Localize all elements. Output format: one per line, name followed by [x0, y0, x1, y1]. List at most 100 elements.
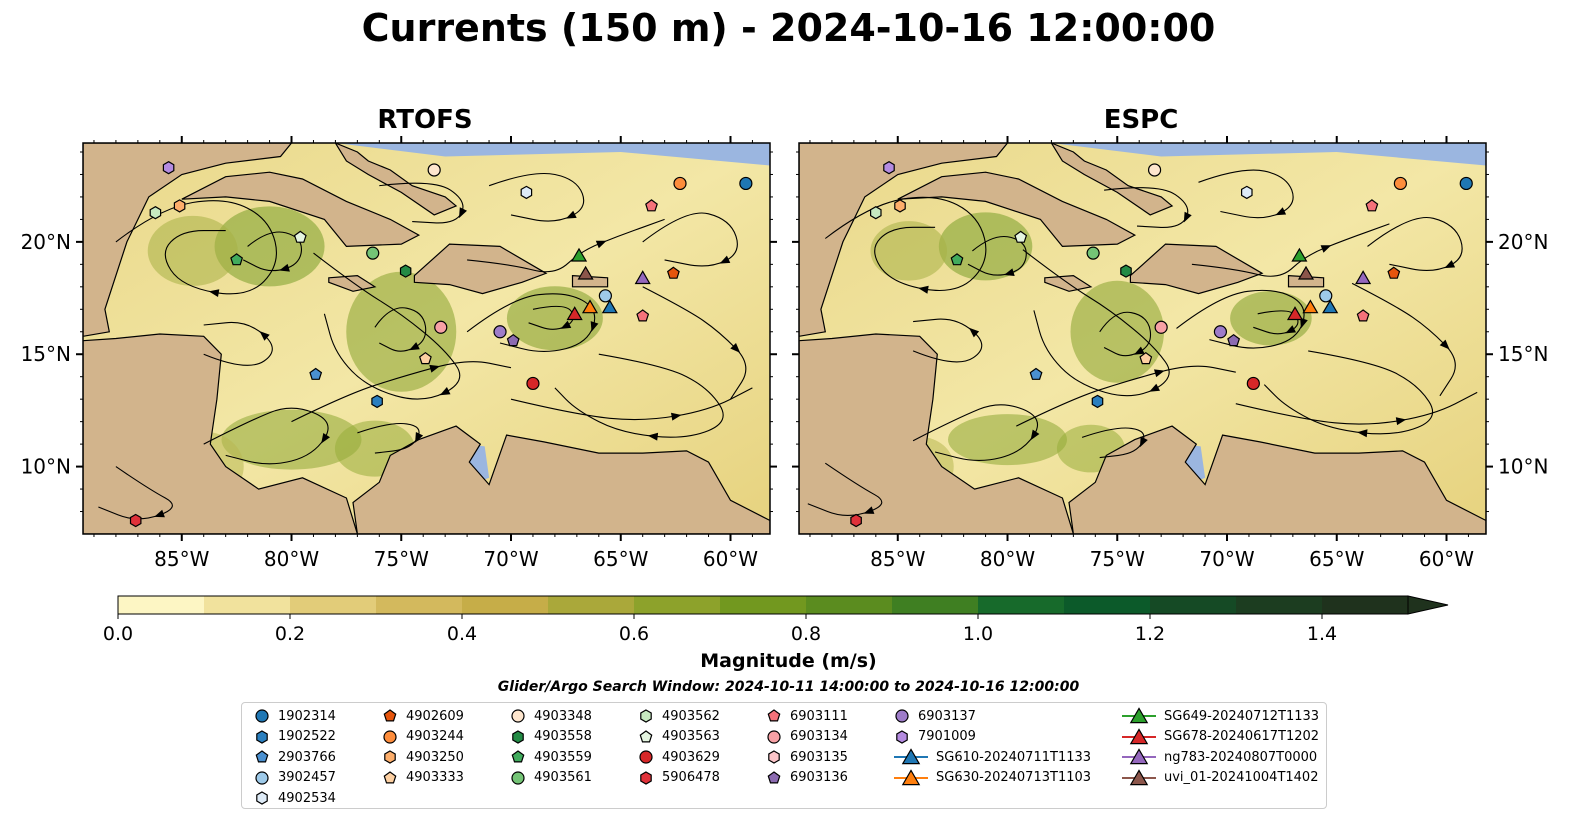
- legend-entry: 6903134: [766, 728, 848, 746]
- legend-label: 6903111: [790, 708, 848, 724]
- lon-tick-label: 80°W: [980, 547, 1035, 571]
- lat-tick-label: 10°N: [21, 455, 71, 479]
- streamline: [1081, 427, 1145, 459]
- legend-marker-shape: [901, 768, 921, 785]
- streamline: [1367, 216, 1463, 271]
- colorbar-segment: [204, 596, 291, 614]
- platform-marker-4903244: [673, 176, 687, 191]
- lon-tick-label: 65°W: [593, 547, 648, 571]
- platform-marker-6903135: [883, 161, 895, 175]
- figure-title: Currents (150 m) - 2024-10-16 12:00:00: [361, 6, 1216, 50]
- land-mass: [334, 143, 458, 216]
- streamline: [967, 236, 1027, 276]
- colorbar-extend-arrow: [1407, 595, 1449, 615]
- streamline: [203, 407, 329, 465]
- platform-marker-4903561: [366, 246, 380, 260]
- legend-marker: [1122, 727, 1156, 744]
- legend-marker: [768, 750, 780, 764]
- legend-label: 6903134: [790, 729, 848, 744]
- streamline: [1198, 169, 1294, 219]
- legend-entry: 4903629: [638, 748, 720, 766]
- legend-entry: 1902522: [254, 728, 336, 746]
- land-mass: [1068, 425, 1486, 534]
- platform-marker-4903561: [1086, 246, 1100, 260]
- legend-entry: SG649-20240712T1133: [1122, 707, 1319, 725]
- colorbar-label: Magnitude (m/s): [700, 650, 877, 672]
- colorbar-segment: [1322, 596, 1409, 614]
- lon-tick-label: 60°W: [703, 547, 758, 571]
- high-velocity-region: [221, 409, 362, 470]
- legend-marker: [767, 729, 781, 744]
- streamline: [1176, 289, 1305, 349]
- legend-marker-shape: [767, 729, 781, 744]
- legend-entry: 4903562: [638, 707, 720, 725]
- legend-label: 3902457: [278, 770, 336, 785]
- legend-label: 6903136: [790, 770, 848, 785]
- legend-marker: [767, 709, 781, 722]
- legend-label: 4902609: [406, 708, 464, 724]
- lon-tick-label: 85°W: [154, 547, 209, 571]
- colorbar-segment: [462, 596, 549, 614]
- legend-marker-shape: [768, 750, 780, 764]
- streamline-arrow: [409, 342, 420, 351]
- streamline-arrow: [1154, 369, 1165, 378]
- legend-label: SG610-20240711T1133: [936, 749, 1092, 765]
- lat-tick-label: 20°N: [1498, 230, 1548, 254]
- streamline-arrow: [565, 210, 577, 219]
- platform-marker-3902457: [1319, 289, 1333, 303]
- colorbar-tick-label: 0.0: [103, 623, 133, 645]
- lat-tick-label: 15°N: [21, 342, 71, 366]
- streamline-arrow: [429, 364, 440, 373]
- lon-tick-label: 80°W: [264, 547, 319, 571]
- legend-label: 4903244: [406, 729, 464, 744]
- legend-marker-shape: [256, 729, 268, 744]
- colorbar-segment: [720, 596, 807, 614]
- legend-entry: 4902534: [254, 789, 336, 807]
- streamline: [203, 321, 273, 366]
- colorbar-segment: [978, 596, 1065, 614]
- streamline-arrow: [1149, 383, 1160, 392]
- platform-marker-1902314: [739, 176, 753, 191]
- legend-entry: 4902609: [382, 707, 464, 725]
- legend-label: 4903558: [534, 729, 592, 744]
- streamline-arrow: [1300, 317, 1308, 329]
- platform-marker-SG649-20240712T1133: [1291, 247, 1308, 262]
- platform-marker-6903136: [506, 333, 520, 347]
- platform-marker-4903558: [399, 264, 412, 278]
- platform-marker-uvi_01-20241004T1402: [577, 265, 594, 280]
- legend-marker-shape: [895, 709, 909, 723]
- legend-marker: [640, 709, 652, 723]
- high-velocity-region: [214, 206, 325, 287]
- land-mass: [83, 143, 293, 337]
- streamline: [642, 286, 747, 400]
- legend-entry: 4903559: [510, 748, 592, 766]
- legend-marker-shape: [639, 729, 653, 742]
- streamline: [1016, 365, 1236, 427]
- streamline: [1104, 187, 1189, 228]
- legend-entry: 6903136: [766, 769, 848, 787]
- lat-tick-label: 15°N: [1498, 342, 1548, 366]
- legend-marker: [255, 770, 269, 785]
- legend-marker: [256, 729, 268, 744]
- land-mass: [83, 333, 359, 534]
- legend-marker-shape: [896, 729, 908, 744]
- platform-marker-4903563: [293, 230, 307, 243]
- streamline-arrow: [439, 387, 451, 396]
- colorbar-tick-label: 1.0: [963, 623, 993, 645]
- streamline: [510, 387, 753, 421]
- streamline: [824, 196, 987, 292]
- platform-marker-SG678-20240617T1202: [566, 306, 583, 321]
- colorbar-tick-label: 0.2: [275, 623, 305, 645]
- lat-tick-label: 10°N: [1498, 455, 1548, 479]
- streamline-arrow: [415, 432, 424, 443]
- land-mass: [1129, 243, 1264, 295]
- legend-marker-shape: [383, 709, 397, 722]
- legend-marker-shape: [901, 748, 921, 765]
- legend-marker-shape: [255, 770, 269, 785]
- legend-label: 4903333: [406, 770, 464, 785]
- platform-marker-4903348: [1147, 163, 1162, 177]
- search-window-text: Glider/Argo Search Window: 2024-10-11 14…: [497, 679, 1080, 695]
- streamline: [467, 218, 665, 273]
- platform-marker-4903559: [950, 253, 964, 266]
- platform-marker-6903134: [1154, 320, 1168, 334]
